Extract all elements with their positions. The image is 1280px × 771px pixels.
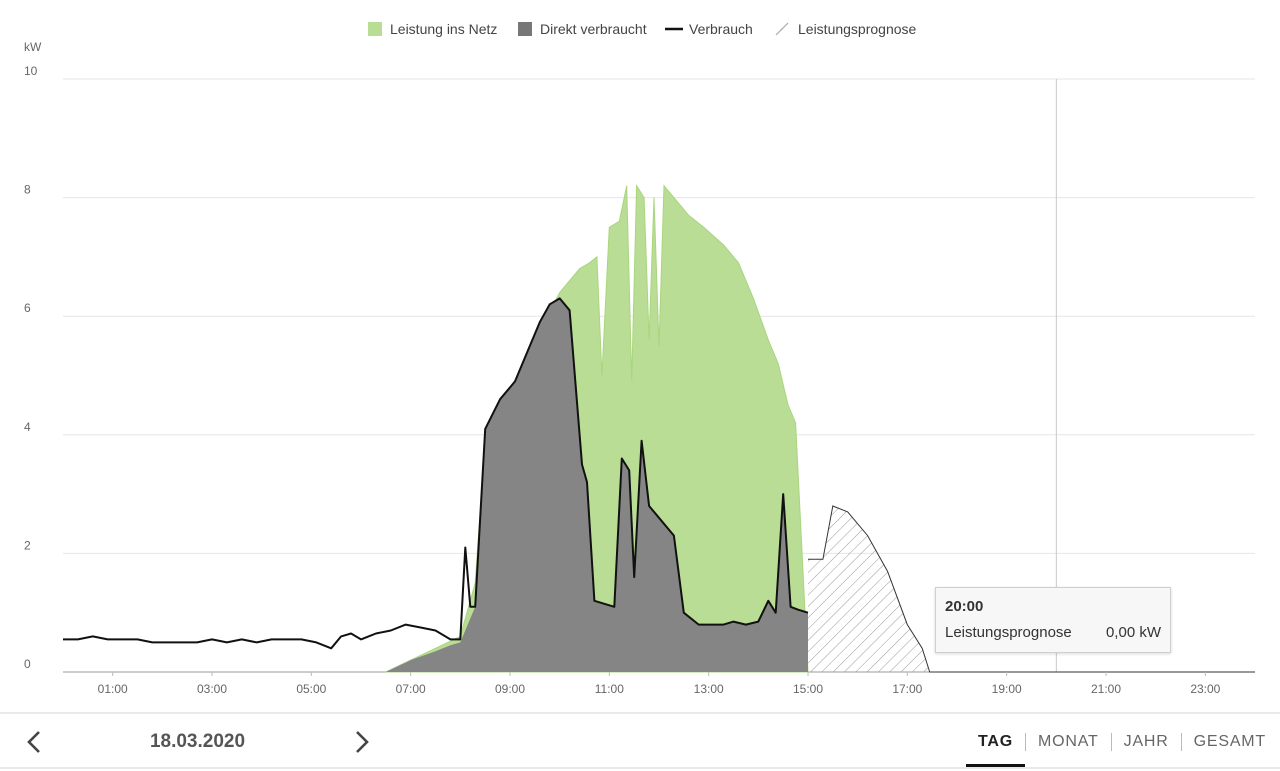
tab-year[interactable]: JAHR [1123, 733, 1169, 750]
y-axis-unit: kW [24, 40, 42, 54]
tab-total[interactable]: GESAMT [1193, 733, 1266, 750]
chart-tooltip: 20:00 Leistungsprognose 0,00 kW [935, 587, 1171, 653]
y-tick-label: 0 [24, 657, 31, 671]
x-axis-ticks: 01:00 03:00 05:00 07:00 09:00 11:00 13:00 15:00… [98, 672, 1221, 696]
y-tick-label: 8 [24, 183, 31, 197]
chart-series [63, 184, 1255, 673]
x-tick-label: 03:00 [197, 682, 227, 696]
legend-verbrauch-label: Verbrauch [689, 21, 753, 37]
tab-day[interactable]: TAG [966, 714, 1026, 769]
series-area-leistungsprognose [808, 506, 1255, 672]
energy-chart: Leistung ins Netz Direkt verbraucht Verbra… [24, 21, 1255, 696]
x-tick-label: 17:00 [892, 682, 922, 696]
period-tabs: TAG MONAT JAHR GESAMT [966, 714, 1272, 769]
footer-divider [0, 767, 1280, 769]
x-tick-label: 15:00 [793, 682, 823, 696]
x-tick-label: 07:00 [396, 682, 426, 696]
x-tick-label: 13:00 [694, 682, 724, 696]
legend-leistung-ins-netz-swatch [368, 22, 382, 36]
legend-direkt-verbraucht-swatch [518, 22, 532, 36]
x-tick-label: 01:00 [98, 682, 128, 696]
tooltip-row: Leistungsprognose 0,00 kW [945, 624, 1161, 641]
tooltip-series-name: Leistungsprognose [945, 624, 1072, 641]
date-navigation-bar: 18.03.2020 TAG MONAT JAHR GESAMT [0, 712, 1280, 769]
chevron-left-icon [27, 731, 40, 753]
legend-leistungsprognose-label: Leistungsprognose [798, 21, 917, 37]
x-tick-label: 05:00 [296, 682, 326, 696]
tooltip-value: 0,00 kW [1105, 624, 1161, 641]
previous-day-button[interactable] [22, 728, 48, 756]
chevron-right-icon [356, 731, 369, 753]
series-line-leistungsprognose [808, 505, 1255, 673]
tab-month[interactable]: MONAT [1038, 733, 1099, 750]
y-axis-ticks: 0 2 4 6 8 10 [24, 64, 38, 671]
tooltip-time: 20:00 [945, 598, 984, 615]
legend-leistungsprognose-swatch [780, 22, 789, 31]
y-tick-label: 10 [24, 64, 38, 78]
series-line-verbrauch [63, 297, 809, 650]
chart-legend: Leistung ins Netz Direkt verbraucht Verbra… [368, 21, 917, 37]
y-tick-label: 6 [24, 301, 31, 315]
y-tick-label: 2 [24, 538, 31, 552]
tab-divider [1180, 732, 1182, 751]
y-tick-label: 4 [24, 420, 31, 434]
x-tick-label: 11:00 [595, 682, 624, 696]
next-day-button[interactable] [348, 728, 374, 756]
series-area-direkt-verbraucht [385, 298, 808, 672]
x-tick-label: 19:00 [992, 682, 1022, 696]
x-tick-label: 21:00 [1091, 682, 1121, 696]
legend-leistung-ins-netz-label: Leistung ins Netz [390, 21, 497, 37]
series-area-leistung-ins-netz [385, 184, 809, 673]
legend-direkt-verbraucht-label: Direkt verbraucht [540, 21, 647, 37]
x-tick-label: 23:00 [1190, 682, 1220, 696]
tab-divider [1110, 732, 1112, 751]
current-date[interactable]: 18.03.2020 [149, 731, 246, 752]
x-tick-label: 09:00 [495, 682, 525, 696]
tab-divider [1025, 732, 1027, 751]
